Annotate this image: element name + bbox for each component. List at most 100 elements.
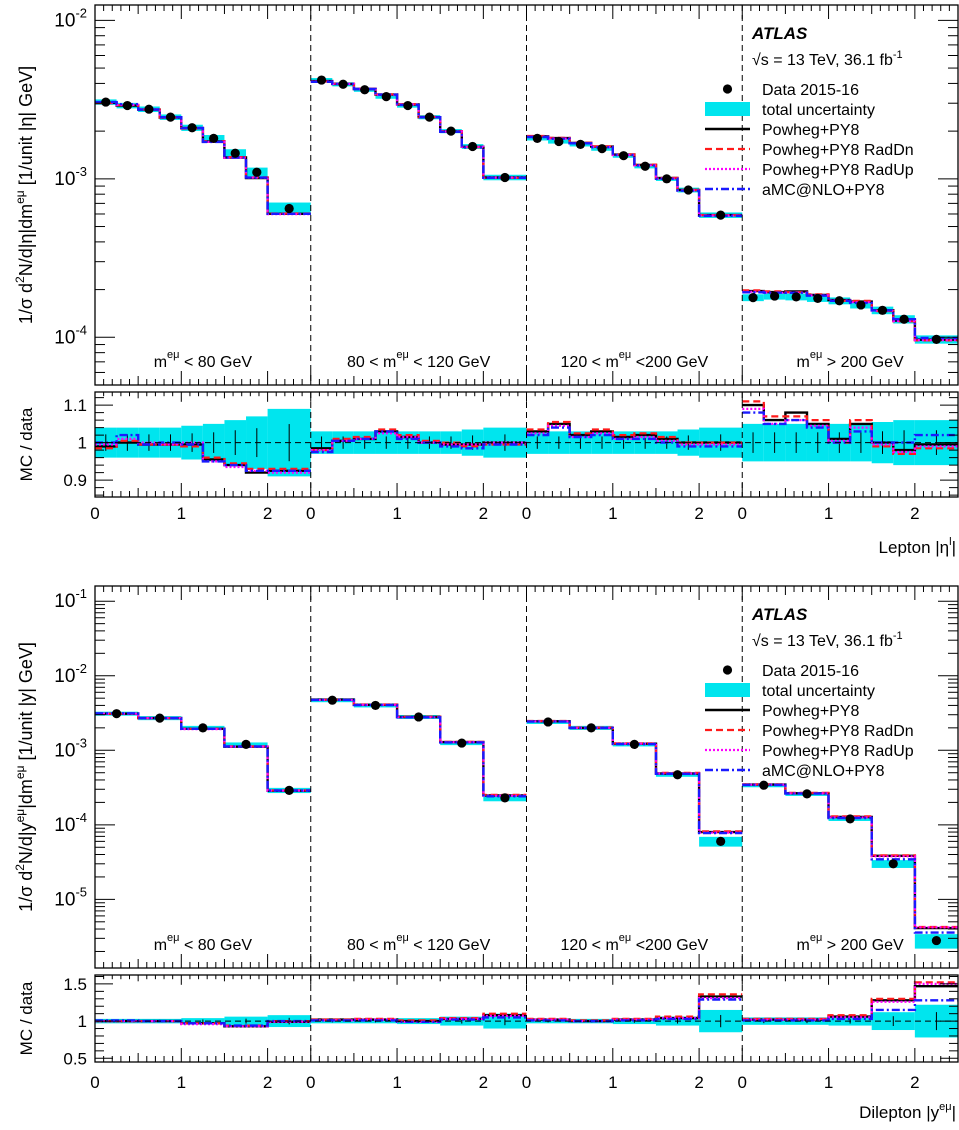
region-label-post: < 80 GeV [180, 354, 253, 371]
region-label-post: <200 GeV [631, 937, 708, 954]
legend: ATLAS √s = 13 TeV, 36.1 fb-1 Data 2015-16 t… [705, 24, 914, 199]
y-tick-label-base: 10 [54, 815, 75, 836]
data-point [845, 814, 855, 824]
data-point [122, 100, 132, 111]
y-tick-label: 10-4 [54, 322, 87, 348]
region-label-sup: eμ [810, 932, 822, 944]
data-point [155, 713, 165, 723]
region-1-main [95, 709, 311, 795]
data-point [316, 75, 327, 85]
legend-data-marker [722, 84, 733, 94]
data-point [672, 770, 683, 780]
data-point [284, 203, 294, 214]
y-title-sup: eμ [13, 190, 27, 204]
y-title-part: 1/σ d [16, 283, 36, 324]
data-point [662, 174, 672, 184]
x-axis-title: Dilepton |yeμ| [859, 1101, 956, 1122]
y-axis-title: 1/σ d2N/d|yeμ|dmeμ [1/unit |y| GeV] [13, 642, 36, 912]
y-tick-label-exponent: -5 [75, 884, 87, 899]
main-plot-area [95, 75, 958, 344]
series-amcnlo-line [95, 100, 311, 215]
x-tick-label: 1 [608, 1073, 617, 1092]
data-point [759, 780, 769, 790]
data-point [791, 292, 801, 302]
energy-exponent: -1 [893, 630, 903, 642]
region-label-post: < 120 GeV [409, 354, 491, 371]
region-label-pre: m [797, 354, 810, 371]
y-title-sup: eμ [13, 809, 27, 823]
region-label-pre: 120 < m [561, 937, 619, 954]
data-point [813, 293, 823, 303]
ratio-plot-area [95, 981, 958, 1038]
region-label-sup: eμ [396, 932, 408, 944]
ratio-series-raddn-line [310, 428, 527, 452]
region-label-pre: 80 < m [347, 354, 396, 371]
x-title-sup: l [949, 536, 951, 548]
region-label-pre: m [154, 937, 167, 954]
y-title-part: |dm [16, 779, 36, 809]
ratio-axis-title: MC / data [17, 981, 36, 1055]
legend-label: total uncertainty [762, 683, 875, 700]
ratio-y-tick-label: 1.1 [63, 396, 87, 415]
ratio-series-radup-line [95, 437, 311, 474]
legend-label: Powheg+PY8 RadUp [762, 743, 914, 760]
ratio-series-raddn-line [95, 439, 311, 470]
series-amcnlo-line [742, 783, 958, 934]
ratio-series-radup-line [742, 407, 958, 454]
region-label-pre: m [797, 937, 810, 954]
series-raddn-line [742, 783, 958, 929]
data-point [360, 85, 370, 95]
region-label-sup: eμ [396, 349, 408, 361]
region-1-main [95, 97, 311, 216]
energy-exponent: -1 [893, 49, 903, 61]
y-title-sup: eμ [13, 765, 27, 779]
region-3-main [526, 717, 743, 847]
y-tick-label: 10-4 [54, 810, 87, 836]
y-tick-label-exponent: -2 [75, 661, 87, 676]
ratio-series-raddn-line [526, 420, 743, 444]
legend-uncertainty-swatch [705, 683, 750, 697]
data-point [187, 123, 197, 133]
ratio-series-powheg-line [742, 403, 958, 452]
y-tick-label-base: 10 [54, 10, 75, 31]
data-point [403, 100, 413, 111]
series-powheg-line [742, 783, 958, 930]
region-label-sup: eμ [167, 932, 179, 944]
x-tick-label: 2 [479, 504, 488, 523]
data-point [618, 151, 629, 161]
data-point [424, 112, 435, 122]
ratio-series-amcnlo-line [310, 430, 527, 454]
y-axis-title: 1/σ d2N/d|η|dmeμ [1/unit |η| GeV] [13, 66, 36, 324]
x-tick-label: 2 [910, 504, 919, 523]
data-point [802, 789, 812, 799]
y-tick-label: 10-3 [54, 164, 87, 190]
data-point [209, 133, 219, 143]
series-radup-line [526, 720, 743, 834]
x-tick-label: 1 [824, 504, 833, 523]
legend-label: Powheg+PY8 [762, 122, 860, 139]
y-title-part: 1/σ d [16, 871, 36, 912]
series-amcnlo-line [310, 80, 527, 179]
series-radup-line [95, 712, 311, 792]
region-label: 120 < meμ <200 GeV [561, 349, 709, 371]
y-title-part: [1/unit |y| GeV] [16, 642, 36, 765]
legend-label: aMC@NLO+PY8 [762, 763, 885, 780]
region-label: meμ > 200 GeV [797, 349, 905, 371]
ratio-y-tick-label: 0.5 [63, 1049, 87, 1068]
x-title-sup: eμ [939, 1101, 951, 1113]
data-point [500, 172, 510, 183]
data-point [748, 293, 758, 303]
energy-text: √s = 13 TeV, 36.1 fb [752, 52, 893, 69]
data-point [111, 709, 122, 719]
region-3-ratio [526, 993, 743, 1033]
data-point [252, 167, 262, 177]
legend-label: Powheg+PY8 RadDn [762, 723, 914, 740]
series-powheg-line [526, 720, 743, 834]
x-tick-label: 1 [392, 504, 401, 523]
y-tick-label: 10-2 [54, 5, 87, 31]
region-label-post: < 120 GeV [409, 937, 491, 954]
x-tick-label: 0 [90, 1073, 99, 1092]
region-label-sup: eμ [619, 932, 631, 944]
y-tick-label-exponent: -3 [75, 164, 87, 179]
